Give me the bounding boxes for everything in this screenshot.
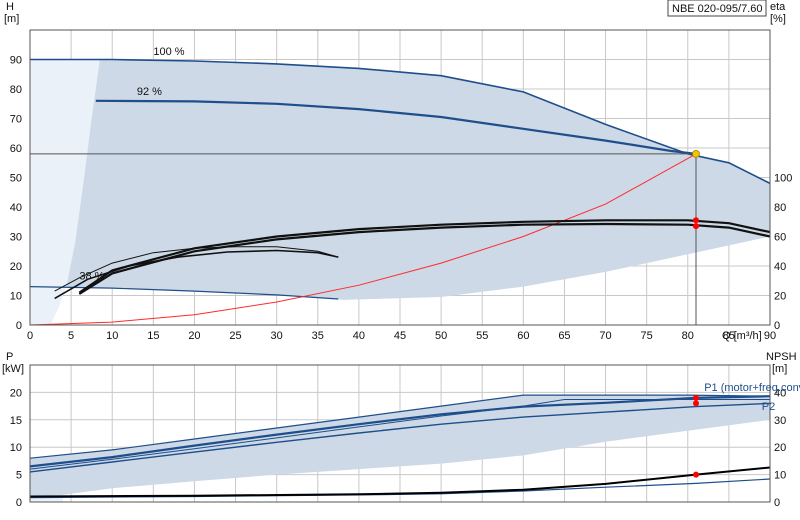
- curve-p1: [29, 395, 771, 468]
- eta-axis-unit: [%]: [770, 13, 786, 25]
- duty-point: [692, 149, 700, 158]
- power-marker: [693, 471, 699, 478]
- curve-p1_outer: [29, 394, 771, 459]
- p-tick-label: 15: [10, 415, 22, 427]
- y-tick-label: 30: [10, 232, 22, 244]
- npsh-tick-label: 40: [774, 387, 786, 399]
- p-axis-unit: [kW]: [2, 363, 24, 375]
- bottom-curves: [29, 394, 771, 499]
- y-tick-label: 20: [10, 261, 22, 273]
- x-tick-label: 80: [682, 330, 694, 342]
- y-tick-label: 0: [16, 320, 22, 332]
- x-tick-label: 15: [147, 330, 159, 342]
- npsh-tick-label: 20: [774, 442, 786, 454]
- top-frame: [29, 29, 771, 326]
- npsh-tick-label: 30: [774, 415, 786, 427]
- x-tick-label: 30: [271, 330, 283, 342]
- x-tick-label: 0: [27, 330, 33, 342]
- p-axis-name: P: [6, 351, 13, 363]
- h-axis-name: H: [6, 1, 14, 13]
- top-eta-ticks: 0 20 40 60 80 100: [774, 173, 792, 333]
- eta-tick-label: 80: [774, 202, 786, 214]
- curve-h100: [30, 58, 771, 185]
- eta-marker: [693, 223, 699, 230]
- x-tick-label: 5: [68, 330, 74, 342]
- series-label: P2: [762, 401, 775, 413]
- speed-label: 38 %: [79, 270, 104, 282]
- y-tick-label: 80: [10, 84, 22, 96]
- x-tick-label: 90: [764, 330, 776, 342]
- bottom-y-ticks: 0 5 10 15 20: [10, 387, 22, 509]
- y-tick-label: 60: [10, 143, 22, 155]
- x-tick-label: 55: [476, 330, 488, 342]
- p-tick-label: 5: [16, 470, 22, 482]
- top-x-ticks: 0 5 10 15 20 25 30 35 40 45 50 55 60 65 70 75 80 85 90: [27, 330, 776, 342]
- curve-eta_low2: [54, 249, 339, 300]
- p-tick-label: 0: [16, 497, 22, 509]
- curve-p_inner: [29, 399, 770, 470]
- npsh-axis-unit: [m]: [772, 363, 787, 375]
- eta-tick-label: 60: [774, 232, 786, 244]
- npsh-tick-label: 10: [774, 470, 786, 482]
- model-label: NBE 020-095/7.60: [672, 3, 763, 15]
- eta-tick-label: 100: [774, 173, 792, 185]
- curve-p2: [29, 402, 771, 473]
- bottom-labels: P1 (motor+freq.converter) P2: [704, 382, 800, 413]
- power-marker: [693, 394, 699, 401]
- h-axis-unit: [m]: [4, 13, 19, 25]
- power-region-fill: [30, 395, 770, 497]
- y-tick-label: 40: [10, 202, 22, 214]
- curve-eta100: [78, 219, 771, 294]
- p-tick-label: 20: [10, 387, 22, 399]
- x-tick-label: 60: [517, 330, 529, 342]
- operating-region-fill: [30, 59, 770, 300]
- x-tick-label: 25: [229, 330, 241, 342]
- x-tick-label: 40: [353, 330, 365, 342]
- x-tick-label: 10: [106, 330, 118, 342]
- speed-label: 100 %: [153, 46, 184, 58]
- x-tick-label: 75: [641, 330, 653, 342]
- y-tick-label: 70: [10, 114, 22, 126]
- curve-eta_low1: [54, 246, 339, 292]
- q-axis-label: Q [m³/h]: [722, 330, 762, 342]
- bottom-frame: [29, 364, 771, 503]
- x-tick-label: 20: [188, 330, 200, 342]
- eta-tick-label: 40: [774, 261, 786, 273]
- eta-axis-name: eta: [770, 1, 786, 13]
- y-tick-label: 90: [10, 55, 22, 67]
- x-tick-label: 35: [312, 330, 324, 342]
- curve-h92: [95, 99, 697, 155]
- curve-system: [29, 153, 697, 326]
- curve-npsh: [29, 466, 771, 498]
- operating-region-light: [30, 59, 100, 325]
- power-marker: [693, 400, 699, 407]
- top-y-ticks: 0 10 20 30 40 50 60 70 80 90: [10, 55, 22, 333]
- speed-label: 92 %: [137, 86, 162, 98]
- x-tick-label: 85: [723, 330, 735, 342]
- y-tick-label: 50: [10, 173, 22, 185]
- x-tick-label: 45: [394, 330, 406, 342]
- eta-tick-label: 20: [774, 291, 786, 303]
- top-operating-region: [30, 59, 770, 325]
- p-tick-label: 10: [10, 442, 22, 454]
- npsh-tick-label: 0: [774, 497, 780, 509]
- x-tick-label: 70: [599, 330, 611, 342]
- series-label: P1 (motor+freq.converter): [704, 382, 800, 394]
- top-curves: [29, 58, 771, 326]
- top-labels: 100 % 92 % 38 %: [79, 46, 184, 282]
- npsh-axis-name: NPSH: [766, 351, 797, 363]
- bottom-npsh-ticks: 0 10 20 30 40: [774, 387, 786, 509]
- eta-tick-label: 0: [774, 320, 780, 332]
- model-box: [667, 0, 767, 17]
- x-tick-label: 50: [435, 330, 447, 342]
- x-tick-label: 65: [558, 330, 570, 342]
- eta-marker: [693, 217, 699, 224]
- y-tick-label: 10: [10, 291, 22, 303]
